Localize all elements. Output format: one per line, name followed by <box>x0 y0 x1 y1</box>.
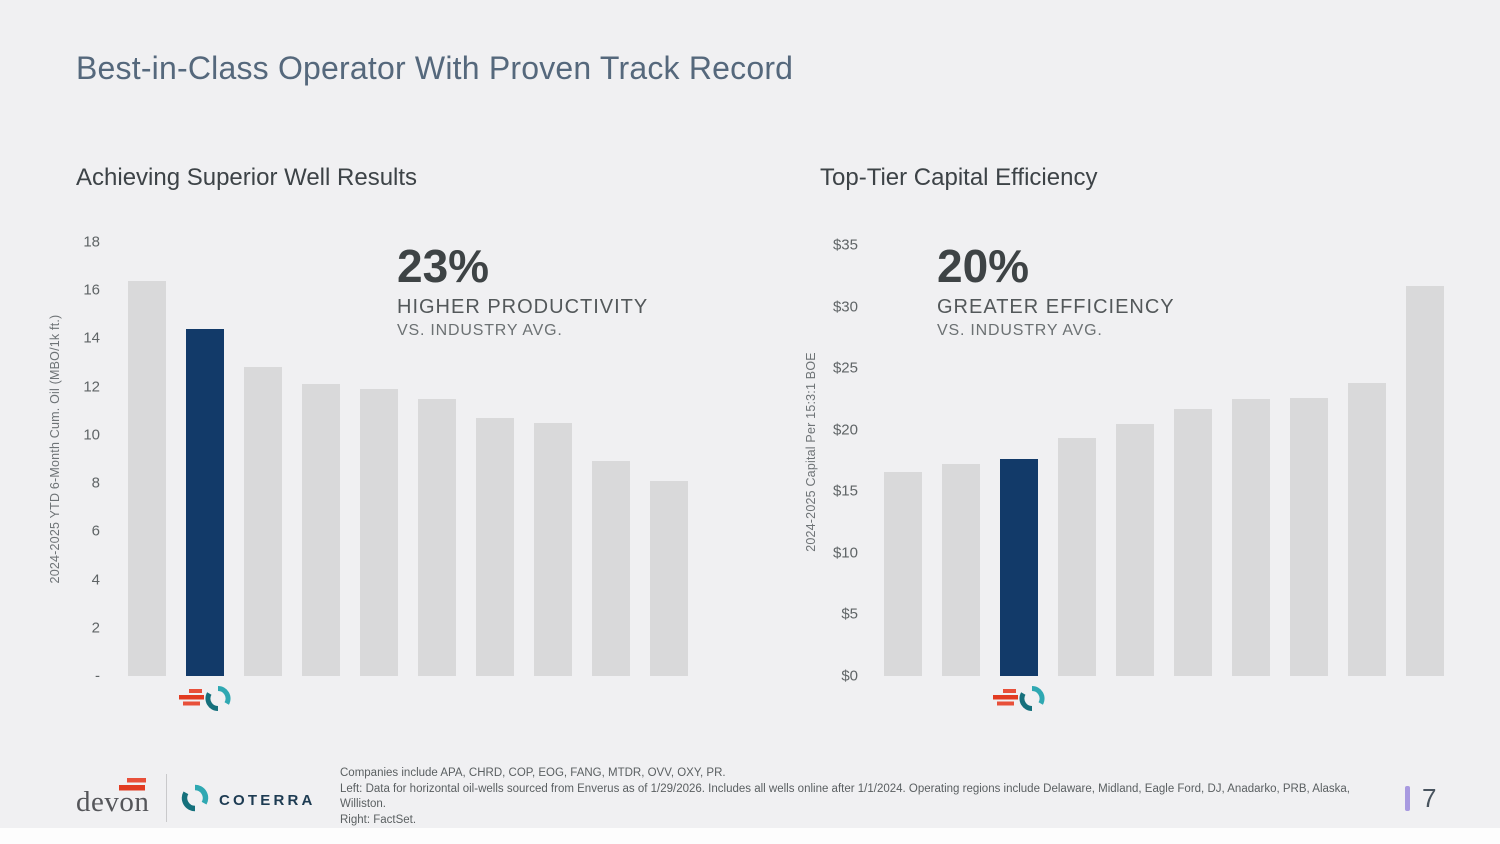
devon-coterra-logo-marker <box>178 684 232 712</box>
y-tick-label: 12 <box>83 378 100 396</box>
footnote-line: Companies include APA, CHRD, COP, EOG, F… <box>340 767 726 779</box>
bottom-margin-strip <box>0 828 1500 844</box>
y-tick-label: 4 <box>91 571 100 589</box>
devon-coterra-logo-marker <box>992 684 1046 712</box>
y-tick-label: 6 <box>91 522 100 540</box>
bar-peer-company <box>1058 438 1096 676</box>
efficiency-callout: 20% GREATER EFFICIENCY VS. INDUSTRY AVG. <box>937 243 1175 340</box>
productivity-sublabel: VS. INDUSTRY AVG. <box>397 322 563 339</box>
page-number-accent-bar <box>1405 786 1410 811</box>
bar-peer-company <box>942 464 980 676</box>
page-title: Best-in-Class Operator With Proven Track… <box>76 50 794 86</box>
bar-peer-company <box>418 398 456 676</box>
y-tick-label: 8 <box>91 474 100 492</box>
well-results-bar-chart: 2024-2025 YTD 6-Month Cum. Oil (MBO/1k f… <box>40 234 700 722</box>
coterra-circle-icon <box>205 685 231 712</box>
productivity-stat: 23% <box>397 240 490 292</box>
right-chart-title: Top-Tier Capital Efficiency <box>820 164 1098 191</box>
efficiency-label: GREATER EFFICIENCY <box>937 296 1175 318</box>
page-number-value: 7 <box>1422 783 1437 813</box>
right-chart-plot-area <box>884 245 1444 712</box>
bar-peer-company <box>1406 285 1444 676</box>
left-chart-bars <box>128 242 688 676</box>
footer-logo-divider <box>166 774 167 822</box>
left-chart-title: Achieving Superior Well Results <box>76 164 418 191</box>
y-tick-label: 2 <box>91 619 100 637</box>
bar-devon-coterra-highlight <box>186 328 224 676</box>
bar-devon-coterra-highlight <box>1000 459 1038 676</box>
y-tick-label: $0 <box>841 667 858 685</box>
y-tick-label: $15 <box>832 482 858 500</box>
bar-peer-company <box>1290 397 1328 676</box>
bar-peer-company <box>650 480 688 676</box>
bar-peer-company <box>1116 423 1154 676</box>
devon-flame-bars-icon <box>993 689 1018 706</box>
y-tick-label: $5 <box>841 605 858 623</box>
bar-peer-company <box>884 471 922 676</box>
bar-peer-company <box>244 367 282 676</box>
bar-peer-company <box>1174 408 1212 676</box>
productivity-label: HIGHER PRODUCTIVITY <box>397 296 649 318</box>
devon-logo: devon <box>76 776 150 818</box>
bar-peer-company <box>128 280 166 676</box>
y-tick-label: $25 <box>832 359 858 377</box>
efficiency-sublabel: VS. INDUSTRY AVG. <box>937 322 1103 339</box>
y-tick-label: - <box>95 667 100 685</box>
bar-peer-company <box>1348 382 1386 676</box>
y-tick-label: 16 <box>83 281 100 299</box>
capital-efficiency-bar-chart: 2024-2025 Capital Per 15:3:1 BOE $35 $30 $… <box>796 237 1456 725</box>
devon-flame-bars-icon <box>179 689 204 706</box>
left-chart-y-axis-ticks: 18 16 14 12 10 8 6 4 2 - <box>40 234 100 685</box>
bar-peer-company <box>534 422 572 676</box>
coterra-circle-icon <box>1019 685 1045 712</box>
bar-peer-company <box>302 384 340 676</box>
y-tick-label: $20 <box>832 421 858 439</box>
coterra-wordmark: COTERRA <box>219 792 316 809</box>
devon-flame-bars-icon <box>118 776 148 799</box>
y-tick-label: $10 <box>832 544 858 562</box>
left-chart-plot-area <box>128 242 688 712</box>
devon-wordmark: devon <box>76 786 150 818</box>
page-number: 7 <box>1405 783 1436 814</box>
bar-peer-company <box>360 389 398 676</box>
footnote-line: Left: Data for horizontal oil-wells sour… <box>340 782 1350 811</box>
productivity-callout: 23% HIGHER PRODUCTIVITY VS. INDUSTRY AVG… <box>397 243 648 340</box>
y-tick-label: 14 <box>83 329 100 347</box>
efficiency-stat: 20% <box>937 240 1030 292</box>
right-chart-y-axis-ticks: $35 $30 $25 $20 $15 $10 $5 $0 <box>796 237 858 685</box>
y-tick-label: 10 <box>83 426 100 444</box>
y-tick-label: $35 <box>832 236 858 254</box>
bar-peer-company <box>1232 398 1270 676</box>
coterra-logo: COTERRA <box>180 783 316 818</box>
y-tick-label: 18 <box>83 233 100 251</box>
bar-peer-company <box>592 461 630 676</box>
bar-peer-company <box>476 418 514 676</box>
coterra-circle-icon <box>180 783 210 818</box>
footnote-line: Right: FactSet. <box>340 813 417 826</box>
y-tick-label: $30 <box>832 298 858 316</box>
source-footnotes: Companies include APA, CHRD, COP, EOG, F… <box>340 766 1360 828</box>
right-chart-bars <box>884 245 1444 676</box>
